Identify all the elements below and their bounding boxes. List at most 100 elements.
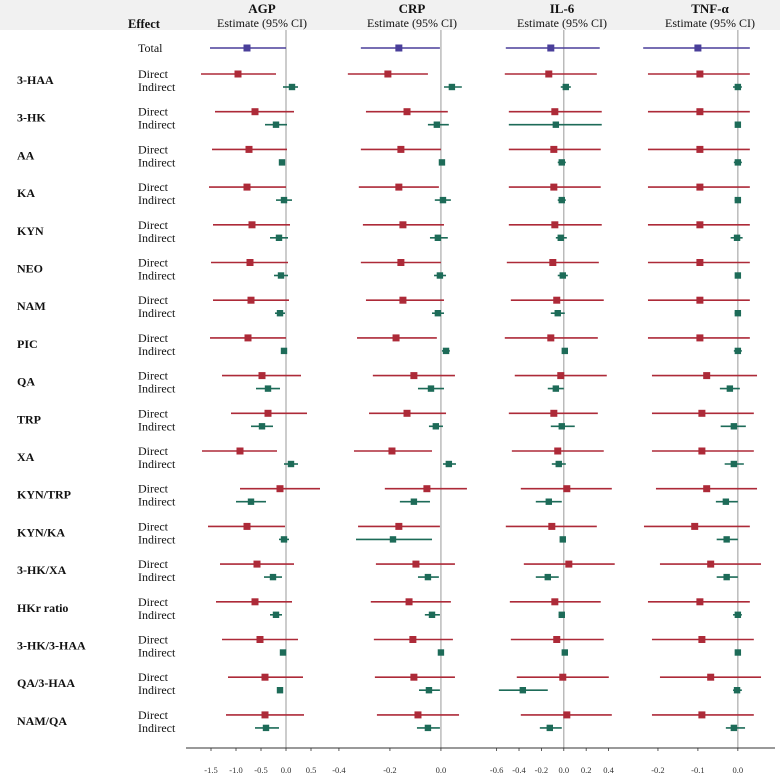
indirect-point bbox=[734, 196, 742, 204]
direct-point bbox=[243, 183, 251, 191]
direct-point bbox=[696, 296, 704, 304]
indirect-point bbox=[730, 460, 738, 468]
direct-point bbox=[245, 145, 253, 153]
direct-point bbox=[698, 636, 706, 643]
exposure-label: NEO bbox=[17, 262, 43, 276]
direct-point bbox=[550, 145, 558, 153]
panel-header-agp: AGP Estimate (95% CI) bbox=[187, 2, 337, 31]
exposure-label: 3-HK/3-HAA bbox=[17, 639, 86, 653]
effect-label-direct: Direct bbox=[138, 557, 169, 571]
indirect-point bbox=[278, 159, 286, 166]
indirect-point bbox=[434, 310, 442, 317]
direct-point bbox=[395, 522, 403, 530]
direct-point bbox=[553, 636, 561, 643]
exposure-label: 3-HK bbox=[17, 111, 46, 125]
direct-point bbox=[549, 259, 557, 266]
x-tick-label: 0.4 bbox=[603, 765, 614, 775]
effect-label-indirect: Indirect bbox=[138, 683, 176, 697]
direct-point bbox=[276, 485, 284, 493]
x-tick-label: 0.0 bbox=[436, 765, 447, 775]
effect-label-direct: Direct bbox=[138, 444, 169, 458]
indirect-point bbox=[280, 347, 288, 355]
indirect-point bbox=[558, 423, 565, 430]
effect-label-direct: Direct bbox=[138, 67, 169, 81]
x-tick-label: -0.6 bbox=[490, 765, 503, 775]
direct-point bbox=[258, 372, 266, 380]
indirect-point bbox=[433, 121, 441, 128]
indirect-point bbox=[546, 724, 553, 732]
exposure-label: PIC bbox=[17, 337, 38, 351]
effect-label-indirect: Indirect bbox=[138, 155, 176, 169]
header-band bbox=[0, 0, 780, 30]
indirect-point bbox=[272, 611, 280, 618]
effect-label-direct: Direct bbox=[138, 670, 169, 684]
effect-label-direct: Direct bbox=[138, 331, 169, 345]
exposure-label: HKr ratio bbox=[17, 601, 68, 615]
indirect-point bbox=[428, 611, 436, 618]
direct-point bbox=[264, 409, 272, 417]
indirect-point bbox=[432, 423, 440, 430]
indirect-point bbox=[288, 83, 296, 91]
indirect-point bbox=[438, 159, 446, 166]
effect-label-indirect: Indirect bbox=[138, 721, 176, 735]
effect-label-indirect: Indirect bbox=[138, 382, 176, 396]
indirect-point bbox=[554, 310, 561, 317]
indirect-point bbox=[561, 347, 568, 355]
total-point bbox=[395, 44, 403, 52]
indirect-point bbox=[389, 536, 397, 543]
x-tick-label: -0.2 bbox=[383, 765, 396, 775]
direct-point bbox=[247, 296, 255, 304]
x-tick-label: 0.0 bbox=[558, 765, 569, 775]
indirect-point bbox=[726, 385, 734, 392]
indirect-point bbox=[558, 159, 565, 166]
direct-point bbox=[550, 409, 558, 417]
indirect-point bbox=[734, 310, 742, 317]
direct-point bbox=[565, 560, 573, 568]
indirect-point bbox=[436, 272, 444, 279]
direct-point bbox=[707, 673, 715, 681]
indirect-point bbox=[733, 234, 741, 241]
x-tick-label: -0.2 bbox=[535, 765, 548, 775]
direct-point bbox=[244, 334, 252, 342]
indirect-point bbox=[544, 573, 551, 581]
indirect-point bbox=[258, 423, 266, 430]
direct-point bbox=[412, 560, 420, 568]
indirect-point bbox=[276, 687, 284, 694]
direct-point bbox=[698, 409, 706, 417]
total-point bbox=[547, 44, 555, 52]
direct-point bbox=[388, 447, 396, 455]
direct-point bbox=[696, 598, 704, 606]
direct-point bbox=[405, 598, 413, 606]
indirect-point bbox=[558, 611, 565, 618]
indirect-point bbox=[247, 498, 255, 505]
x-tick-label: -0.2 bbox=[651, 765, 664, 775]
indirect-point bbox=[730, 423, 738, 430]
exposure-label: XA bbox=[17, 450, 35, 464]
effect-label-indirect: Indirect bbox=[138, 231, 176, 245]
direct-point bbox=[414, 711, 422, 719]
x-tick-label: 0.5 bbox=[306, 765, 317, 775]
panel-title: TNF-α bbox=[691, 1, 729, 16]
indirect-point bbox=[280, 196, 288, 204]
total-point bbox=[243, 44, 251, 52]
direct-point bbox=[409, 636, 417, 643]
direct-point bbox=[551, 108, 559, 116]
direct-point bbox=[696, 221, 704, 229]
direct-point bbox=[397, 145, 405, 153]
indirect-point bbox=[559, 536, 566, 543]
indirect-point bbox=[434, 234, 442, 241]
effect-label-direct: Direct bbox=[138, 369, 169, 383]
direct-point bbox=[251, 598, 259, 606]
direct-point bbox=[261, 673, 269, 681]
effect-label-indirect: Indirect bbox=[138, 80, 176, 94]
direct-point bbox=[399, 296, 407, 304]
direct-point bbox=[557, 372, 565, 380]
indirect-point bbox=[445, 460, 453, 468]
indirect-point bbox=[280, 536, 288, 543]
panel-header-il6: IL-6 Estimate (95% CI) bbox=[487, 2, 637, 31]
effect-label-indirect: Indirect bbox=[138, 306, 176, 320]
direct-point bbox=[703, 372, 711, 380]
effect-label-indirect: Indirect bbox=[138, 118, 176, 132]
indirect-point bbox=[545, 498, 552, 505]
effect-label-direct: Direct bbox=[138, 482, 169, 496]
